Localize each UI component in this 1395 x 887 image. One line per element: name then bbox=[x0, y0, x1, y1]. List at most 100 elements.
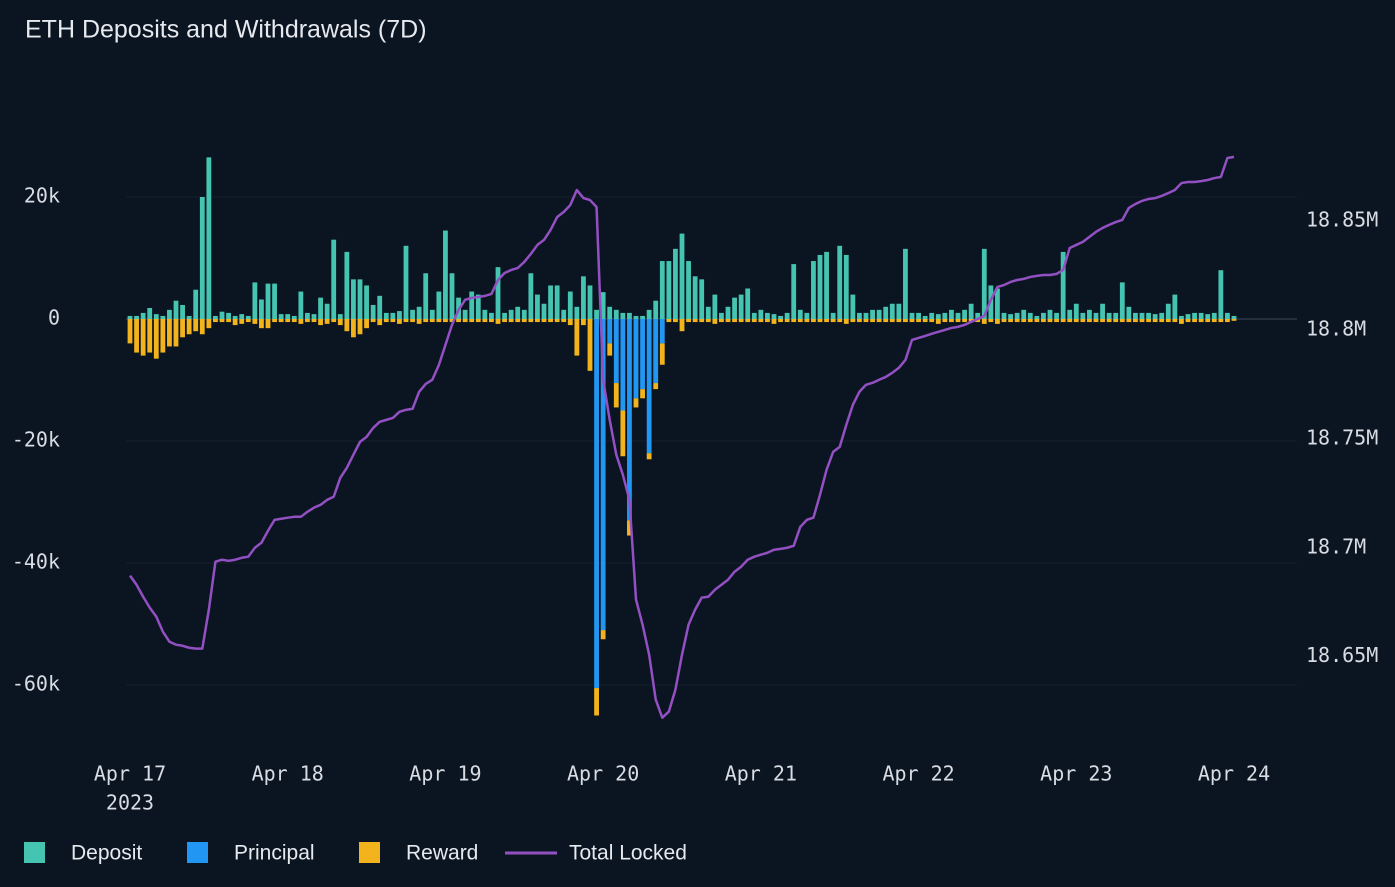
bar bbox=[594, 319, 599, 689]
bar bbox=[521, 309, 527, 319]
bar bbox=[876, 309, 882, 319]
bar bbox=[804, 319, 810, 323]
bar bbox=[1119, 319, 1125, 323]
bar bbox=[180, 304, 185, 319]
bar bbox=[751, 312, 757, 319]
bar bbox=[535, 294, 540, 319]
bar bbox=[515, 319, 521, 323]
bar bbox=[567, 291, 573, 319]
bar bbox=[1073, 319, 1079, 323]
bar bbox=[1205, 319, 1211, 323]
bar bbox=[377, 295, 383, 319]
bar bbox=[1073, 303, 1079, 319]
bar bbox=[1146, 312, 1151, 319]
bar bbox=[508, 309, 514, 319]
bar bbox=[554, 319, 560, 323]
bar bbox=[239, 314, 245, 319]
bar bbox=[870, 309, 875, 319]
bar bbox=[318, 319, 323, 326]
bar bbox=[935, 319, 941, 324]
bar bbox=[830, 312, 836, 319]
bar bbox=[364, 285, 369, 319]
bar bbox=[278, 319, 284, 323]
bar bbox=[791, 264, 797, 319]
bar bbox=[226, 319, 231, 323]
bar bbox=[732, 297, 737, 319]
bar bbox=[160, 319, 166, 353]
bar bbox=[745, 319, 751, 323]
bar bbox=[903, 248, 908, 319]
bar bbox=[252, 282, 258, 319]
bar bbox=[581, 319, 586, 326]
bar bbox=[397, 311, 402, 319]
bar bbox=[541, 303, 547, 319]
bar bbox=[351, 279, 356, 319]
bar bbox=[1113, 319, 1119, 323]
bar bbox=[482, 309, 488, 319]
bar bbox=[863, 312, 869, 319]
bar bbox=[929, 319, 935, 323]
bar bbox=[627, 520, 632, 536]
bar bbox=[390, 319, 396, 323]
bar bbox=[502, 312, 507, 319]
bar bbox=[357, 279, 363, 319]
bar bbox=[567, 319, 573, 326]
bar bbox=[193, 289, 199, 319]
bar bbox=[199, 197, 205, 319]
bar bbox=[475, 294, 481, 319]
bar bbox=[298, 291, 304, 319]
bar bbox=[659, 261, 665, 319]
bar bbox=[1087, 319, 1092, 323]
bar bbox=[351, 319, 356, 338]
bar bbox=[1021, 319, 1027, 323]
bar bbox=[817, 254, 823, 319]
legend-swatch bbox=[24, 842, 45, 863]
bar bbox=[725, 306, 731, 319]
bar bbox=[219, 319, 225, 323]
bar bbox=[883, 306, 889, 319]
bar bbox=[712, 294, 718, 319]
bar bbox=[1047, 309, 1053, 319]
bar bbox=[344, 251, 350, 319]
bar bbox=[942, 319, 948, 323]
bar bbox=[410, 319, 415, 323]
bar bbox=[929, 312, 935, 319]
bar bbox=[153, 319, 159, 359]
bar bbox=[508, 319, 514, 323]
bar bbox=[613, 383, 619, 408]
bar bbox=[883, 319, 889, 323]
bar bbox=[429, 319, 435, 323]
bar bbox=[1192, 312, 1197, 319]
bar bbox=[554, 285, 560, 319]
bar bbox=[213, 319, 218, 323]
bar bbox=[1185, 319, 1191, 323]
bar bbox=[245, 319, 251, 323]
bar bbox=[797, 319, 803, 323]
bar bbox=[600, 630, 606, 640]
bar bbox=[653, 300, 659, 319]
bar bbox=[653, 383, 659, 390]
bar bbox=[627, 319, 632, 521]
bar bbox=[620, 312, 626, 319]
bar bbox=[607, 319, 613, 344]
bar bbox=[1001, 319, 1007, 323]
bar bbox=[1218, 319, 1224, 323]
bar bbox=[475, 319, 481, 323]
bar bbox=[607, 306, 613, 319]
bar bbox=[265, 283, 271, 319]
bar bbox=[719, 312, 724, 319]
bar bbox=[765, 312, 770, 319]
bar bbox=[1087, 309, 1092, 319]
bar bbox=[272, 283, 277, 319]
bar bbox=[607, 343, 613, 356]
bar bbox=[1159, 319, 1165, 323]
bar bbox=[548, 285, 553, 319]
legend-label: Deposit bbox=[71, 842, 142, 865]
bar bbox=[324, 319, 330, 324]
bar bbox=[1027, 319, 1033, 323]
bar bbox=[712, 319, 718, 324]
bar bbox=[443, 319, 448, 323]
bar bbox=[357, 319, 363, 335]
